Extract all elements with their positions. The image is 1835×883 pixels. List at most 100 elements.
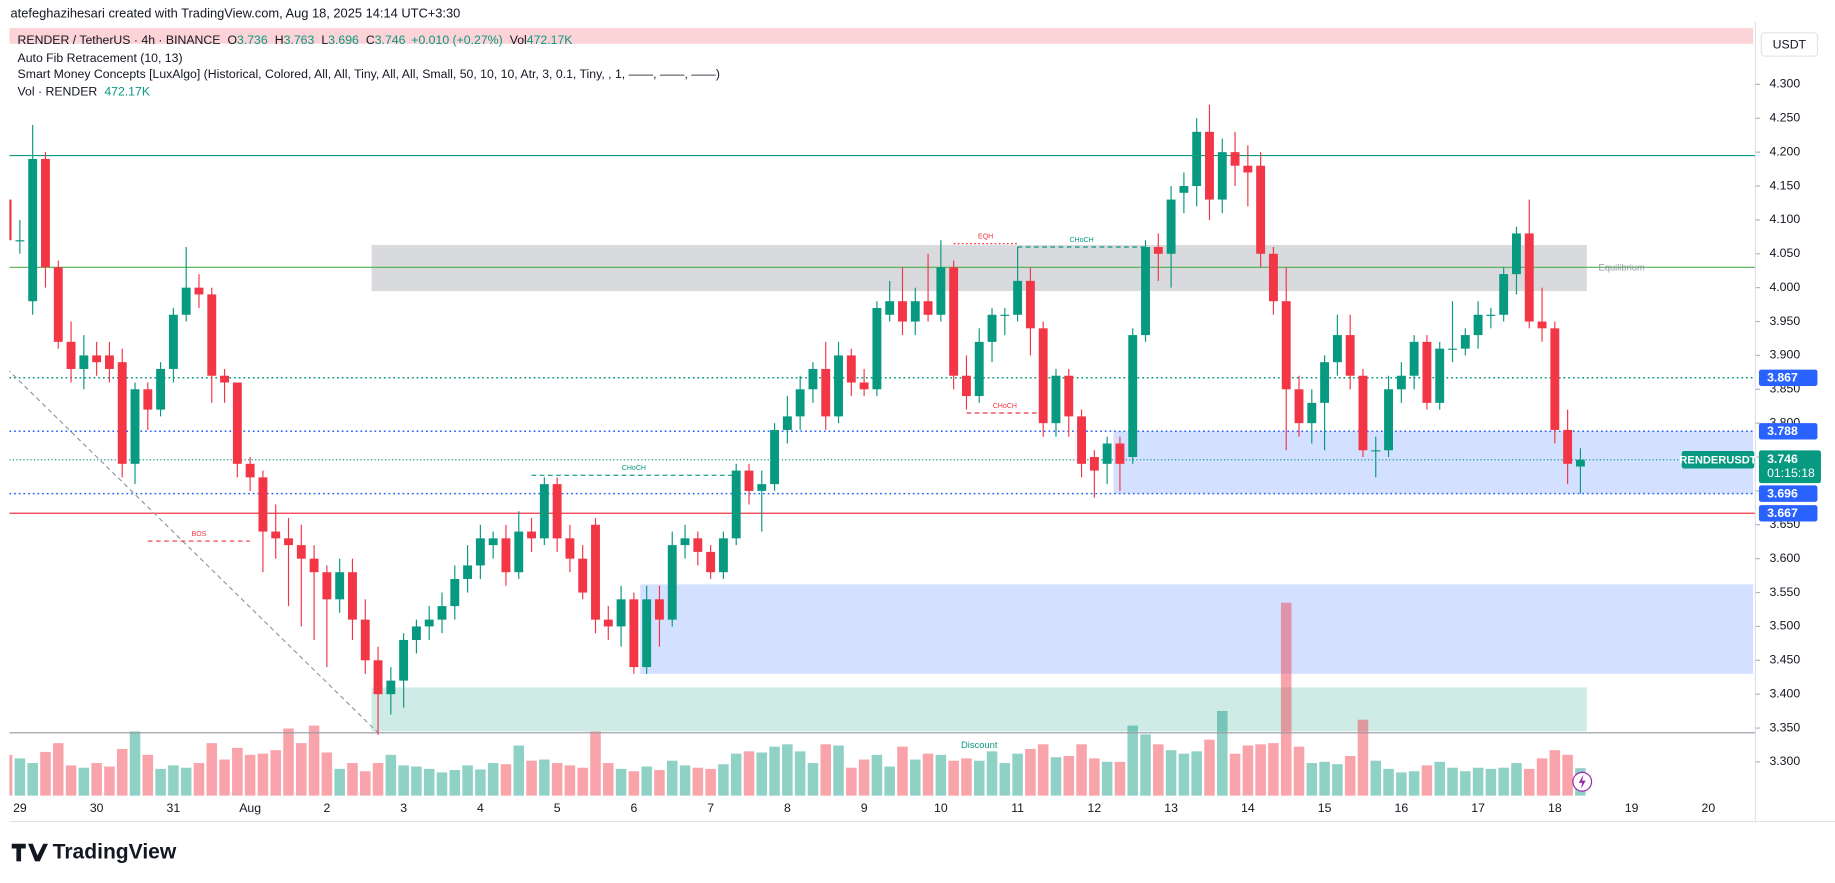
x-tick-label: 14 [1241, 801, 1255, 815]
candle-body [859, 382, 869, 390]
zone [9, 28, 1754, 44]
candle-body [1345, 335, 1355, 376]
x-tick-label: 19 [1625, 801, 1639, 815]
volume-bar [743, 751, 755, 796]
x-tick-label: 29 [13, 801, 27, 815]
structure-label: EQH [978, 233, 993, 240]
candle-body [1332, 335, 1342, 363]
volume-name: Vol · RENDER [18, 85, 98, 99]
y-tick-label: 3.900 [1769, 348, 1800, 362]
volume-bar [1191, 751, 1202, 796]
candle-body [232, 382, 242, 464]
volume-bar [846, 767, 857, 796]
x-tick-label: 6 [630, 801, 637, 815]
currency[interactable]: USDT [1773, 37, 1807, 51]
structure-label: CHoCH [1069, 237, 1093, 244]
candle-body [1000, 314, 1010, 316]
volume-bar [897, 746, 908, 796]
candle-body [1115, 443, 1125, 464]
trendline [9, 370, 379, 734]
volume-bar [219, 759, 230, 796]
candle-body [821, 368, 831, 417]
volume-bar [244, 754, 256, 796]
volume-bar [782, 744, 793, 796]
x-tick-label: 13 [1164, 801, 1178, 815]
price-tag [1758, 423, 1818, 440]
candle-body [156, 368, 166, 410]
x-tick-label: 18 [1548, 801, 1562, 815]
x-tick-label: 16 [1395, 801, 1409, 815]
volume-bar [14, 758, 26, 796]
legend-label: Vol [510, 33, 527, 47]
legend-change: +0.010 (+0.27%) [411, 33, 502, 47]
candle-body [488, 538, 498, 546]
volume-bar [730, 753, 742, 796]
legend-value: 3.736 [237, 33, 268, 47]
legend-label: L [321, 33, 328, 47]
volume-bar [577, 767, 588, 796]
candle-body [591, 524, 600, 620]
x-tick-label: 30 [90, 801, 104, 815]
volume-bar [296, 743, 307, 796]
candle-body [757, 484, 767, 491]
candle-body [1448, 348, 1457, 350]
candle-body [603, 619, 613, 627]
volume-bar [1421, 765, 1433, 796]
volume-value: 472.17K [104, 85, 151, 99]
volume-bar [1140, 734, 1151, 796]
candle-body [258, 477, 268, 532]
x-tick-label: 10 [934, 801, 948, 815]
volume-bar [9, 754, 13, 796]
candle-body [1512, 233, 1521, 275]
volume-bar [27, 763, 38, 796]
candle-body [1013, 280, 1023, 315]
x-tick-label: 17 [1471, 801, 1485, 815]
x-tick-label: 12 [1088, 801, 1102, 815]
indicator: Auto Fib Retracement (10, 13) [18, 51, 183, 65]
volume-bar [129, 731, 141, 796]
volume-bar [1549, 750, 1561, 796]
volume-bar [590, 731, 601, 796]
candle-body [450, 578, 460, 607]
zone [371, 244, 1587, 292]
volume-bar [1485, 768, 1497, 796]
candle-body [53, 267, 63, 342]
candle-body [910, 301, 920, 322]
x-tick-label: 11 [1011, 801, 1024, 815]
legend-symbol: RENDER / TetherUS · 4h · BINANCE [18, 33, 221, 47]
volume-bar [359, 771, 371, 796]
candle-body [1153, 247, 1163, 254]
candle-body [475, 538, 485, 566]
volume-bar [807, 763, 819, 796]
volume-bar [871, 754, 883, 796]
candle-body [629, 599, 639, 668]
candle-body [655, 599, 664, 620]
candle-body [1358, 375, 1368, 451]
candle-body [1243, 165, 1253, 173]
candle-body [322, 572, 332, 600]
candle-body [1422, 341, 1432, 403]
candle-body [1217, 152, 1227, 200]
volume-bar [475, 769, 486, 796]
legend-label: C [366, 33, 375, 47]
volume-bar [347, 763, 358, 796]
currency-box[interactable] [1760, 32, 1819, 57]
volume-bar [526, 760, 537, 796]
x-tick-label: 15 [1318, 801, 1332, 815]
volume-bar [1280, 602, 1292, 796]
volume-bar [423, 768, 435, 796]
volume-bar [999, 763, 1011, 796]
volume-bar [500, 764, 512, 796]
candle-body [744, 470, 754, 491]
volume-bar [1447, 767, 1458, 796]
y-tick-label: 4.050 [1769, 246, 1800, 260]
volume-bar [615, 768, 627, 796]
x-tick-label: 31 [167, 801, 181, 815]
price-tag [1758, 369, 1818, 386]
volume-bar [78, 767, 90, 796]
y-tick-label: 3.950 [1769, 314, 1800, 328]
volume-bar [1344, 756, 1356, 796]
last-price-tag [1758, 450, 1821, 484]
volume-bar [449, 770, 461, 796]
